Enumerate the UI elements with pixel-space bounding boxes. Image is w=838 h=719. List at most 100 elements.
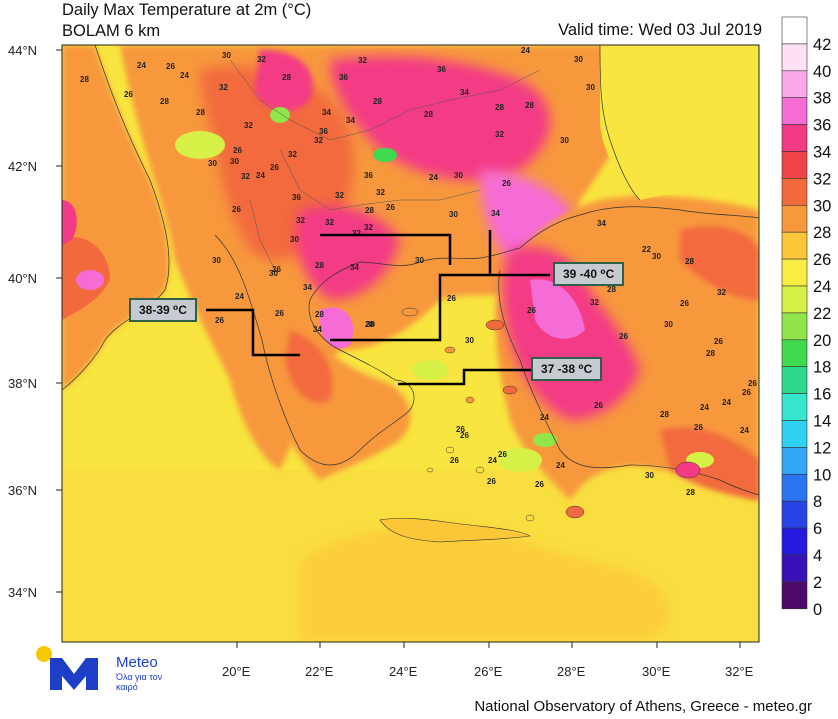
temperature-value: 36 bbox=[339, 73, 348, 82]
legend-label: 42 bbox=[813, 36, 831, 54]
temperature-value: 26 bbox=[527, 306, 536, 315]
temperature-value: 34 bbox=[303, 283, 312, 292]
legend-swatch bbox=[781, 473, 808, 502]
temperature-value: 32 bbox=[335, 191, 344, 200]
temperature-value: 26 bbox=[694, 423, 703, 432]
temperature-value: 36 bbox=[364, 171, 373, 180]
credit-line: National Observatory of Athens, Greece -… bbox=[474, 698, 812, 715]
legend-label: 8 bbox=[813, 493, 822, 511]
lon-label: 26°E bbox=[474, 664, 503, 679]
brand-name: Meteo bbox=[116, 654, 158, 671]
temperature-value: 26 bbox=[275, 309, 284, 318]
temperature-value: 26 bbox=[272, 265, 281, 274]
lat-label: 40°N bbox=[8, 271, 37, 286]
legend-swatch bbox=[781, 393, 808, 421]
temperature-value: 26 bbox=[487, 477, 496, 486]
legend-label: 10 bbox=[813, 466, 831, 484]
temperature-value: 24 bbox=[722, 398, 731, 407]
temperature-value: 28 bbox=[365, 206, 374, 215]
temperature-value: 26 bbox=[215, 316, 224, 325]
temperature-value: 28 bbox=[80, 75, 89, 84]
legend-label: 16 bbox=[813, 386, 831, 404]
legend-swatch bbox=[781, 231, 808, 260]
title-line-2: BOLAM 6 km bbox=[62, 22, 161, 40]
temperature-value: 30 bbox=[586, 83, 595, 92]
legend-label: 34 bbox=[813, 144, 831, 162]
temperature-value: 32 bbox=[257, 55, 266, 64]
temperature-value: 28 bbox=[660, 410, 669, 419]
temperature-value: 28 bbox=[282, 73, 291, 82]
temperature-value: 26 bbox=[742, 388, 751, 397]
temperature-value: 26 bbox=[619, 332, 628, 341]
temperature-value: 28 bbox=[315, 261, 324, 270]
temperature-value: 30 bbox=[269, 269, 278, 278]
temperature-value: 26 bbox=[166, 62, 175, 71]
legend-label: 40 bbox=[813, 63, 831, 81]
temperature-value: 24 bbox=[180, 71, 189, 80]
map-frame bbox=[61, 44, 760, 643]
legend-swatch bbox=[781, 16, 808, 45]
lon-label: 30°E bbox=[642, 664, 671, 679]
temperature-value: 30 bbox=[290, 235, 299, 244]
temperature-value: 30 bbox=[454, 171, 463, 180]
temperature-value: 28 bbox=[315, 310, 324, 319]
temperature-value: 30 bbox=[574, 55, 583, 64]
temperature-value: 28 bbox=[525, 101, 534, 110]
temperature-value: 32 bbox=[219, 83, 228, 92]
temperature-value-labels: 2824262628283024323228343636323634243030… bbox=[80, 46, 757, 497]
temperature-value: 26 bbox=[460, 431, 469, 440]
temperature-value: 32 bbox=[495, 130, 504, 139]
temperature-value: 32 bbox=[244, 121, 253, 130]
temperature-value: 26 bbox=[270, 163, 279, 172]
legend-swatch bbox=[781, 420, 808, 448]
temperature-value: 26 bbox=[714, 337, 723, 346]
temperature-value: 26 bbox=[450, 456, 459, 465]
legend-label: 28 bbox=[813, 224, 831, 242]
legend-label: 2 bbox=[813, 574, 822, 592]
legend-swatch bbox=[781, 312, 808, 341]
temperature-value: 32 bbox=[364, 223, 373, 232]
legend-swatch bbox=[781, 97, 808, 125]
map-field: 2824262628283024323228343636323634243030… bbox=[62, 45, 759, 642]
temperature-value: 26 bbox=[233, 146, 242, 155]
legend-label: 20 bbox=[813, 332, 831, 350]
temperature-value: 30 bbox=[664, 320, 673, 329]
temperature-value: 30 bbox=[652, 252, 661, 261]
legend-label: 24 bbox=[813, 278, 831, 296]
temperature-value: 28 bbox=[160, 97, 169, 106]
temperature-value: 28 bbox=[424, 110, 433, 119]
lon-label: 32°E bbox=[725, 664, 754, 679]
temperature-value: 34 bbox=[313, 325, 322, 334]
legend-swatch bbox=[781, 527, 808, 556]
legend-swatch bbox=[781, 205, 808, 233]
temperature-value: 32 bbox=[717, 288, 726, 297]
legend-swatch bbox=[781, 447, 808, 475]
temperature-value: 32 bbox=[590, 298, 599, 307]
legend-label: 4 bbox=[813, 547, 822, 565]
legend-label: 26 bbox=[813, 251, 831, 269]
temperature-value: 26 bbox=[447, 294, 456, 303]
temperature-value: 24 bbox=[740, 426, 749, 435]
temperature-value: 26 bbox=[748, 379, 757, 388]
legend-label: 32 bbox=[813, 170, 831, 188]
legend-label: 0 bbox=[813, 601, 822, 619]
brand-tagline: Όλα για τον καιρό bbox=[116, 672, 163, 692]
temperature-value: 28 bbox=[686, 488, 695, 497]
lat-label: 36°N bbox=[8, 483, 37, 498]
temperature-value: 32 bbox=[296, 216, 305, 225]
temperature-value: 22 bbox=[642, 245, 651, 254]
legend-swatch bbox=[781, 554, 808, 583]
temperature-value: 34 bbox=[322, 108, 331, 117]
temperature-value: 24 bbox=[556, 461, 565, 470]
temperature-value: 28 bbox=[607, 285, 616, 294]
temperature-value: 32 bbox=[376, 188, 385, 197]
meteo-logo-icon bbox=[36, 646, 98, 690]
temperature-value: 32 bbox=[325, 218, 334, 227]
legend-swatch bbox=[781, 124, 808, 152]
legend-label: 30 bbox=[813, 197, 831, 215]
temperature-value: 26 bbox=[386, 203, 395, 212]
temperature-value: 26 bbox=[498, 450, 507, 459]
temperature-value: 30 bbox=[208, 159, 217, 168]
temperature-value: 34 bbox=[460, 88, 469, 97]
temperature-value: 32 bbox=[314, 136, 323, 145]
